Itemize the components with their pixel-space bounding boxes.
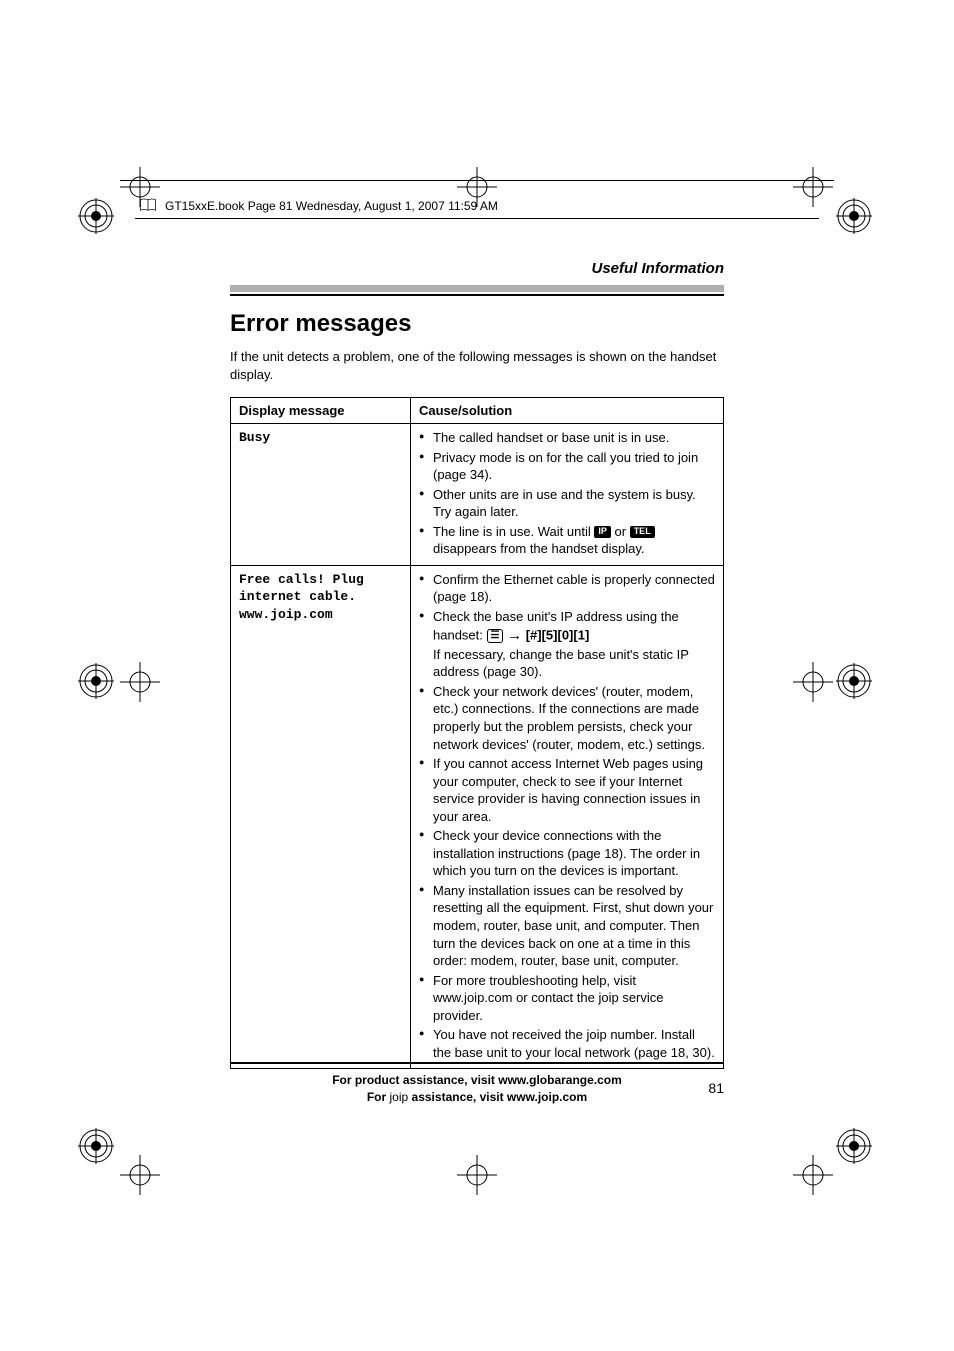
list-item: Privacy mode is on for the call you trie… xyxy=(419,449,715,484)
list-item: Check the base unit's IP address using t… xyxy=(419,608,715,681)
crosshair-icon xyxy=(115,1150,165,1200)
reg-mark-icon xyxy=(78,663,114,699)
joip-logo: joip xyxy=(586,1027,606,1042)
crosshair-icon xyxy=(788,1150,838,1200)
cause-solution-cell: The called handset or base unit is in us… xyxy=(411,424,724,566)
error-table: Display message Cause/solution Busy The c… xyxy=(230,397,724,1069)
menu-icon: ☰ xyxy=(487,629,504,643)
joip-logo: joip xyxy=(598,990,618,1005)
table-header-msg: Display message xyxy=(231,398,411,424)
gray-band xyxy=(230,285,724,292)
reg-mark-icon xyxy=(836,198,872,234)
intro-text: If the unit detects a problem, one of th… xyxy=(230,348,724,383)
table-row: Free calls! Pluginternet cable.www.joip.… xyxy=(231,565,724,1068)
page-header-bar: GT15xxE.book Page 81 Wednesday, August 1… xyxy=(135,195,819,217)
list-item: Other units are in use and the system is… xyxy=(419,486,715,521)
key-sequence: [#][5][0][1] xyxy=(526,627,590,642)
arrow-right-icon: → xyxy=(507,627,522,644)
crosshair-icon xyxy=(452,1150,502,1200)
table-row: Busy The called handset or base unit is i… xyxy=(231,424,724,566)
list-item: Confirm the Ethernet cable is properly c… xyxy=(419,571,715,606)
header-running-text: GT15xxE.book Page 81 Wednesday, August 1… xyxy=(165,199,498,213)
page-number: 81 xyxy=(708,1080,724,1096)
joip-logo: joip xyxy=(390,1090,409,1104)
crosshair-icon xyxy=(788,657,838,707)
display-message-cell: Free calls! Pluginternet cable.www.joip.… xyxy=(231,565,411,1068)
footer-text: For product assistance, visit www.globar… xyxy=(230,1072,724,1106)
footer-line2-pre: For xyxy=(367,1090,390,1104)
page-content: Useful Information Error messages If the… xyxy=(230,260,724,1069)
list-item: Check your network devices' (router, mod… xyxy=(419,683,715,753)
list-item: Many installation issues can be resolved… xyxy=(419,882,715,970)
page-footer: For product assistance, visit www.globar… xyxy=(230,1062,724,1106)
tel-icon: TEL xyxy=(630,526,655,538)
list-item: For more troubleshooting help, visit www… xyxy=(419,972,715,1025)
footer-rule xyxy=(230,1062,724,1064)
section-category: Useful Information xyxy=(230,260,724,277)
list-item: If you cannot access Internet Web pages … xyxy=(419,755,715,825)
reg-mark-icon xyxy=(78,198,114,234)
header-bottom-rule xyxy=(135,218,819,219)
ip-icon: IP xyxy=(594,526,611,538)
reg-mark-icon xyxy=(836,663,872,699)
display-message-cell: Busy xyxy=(231,424,411,566)
reg-mark-icon xyxy=(836,1128,872,1164)
list-item: The line is in use. Wait until IP or TEL… xyxy=(419,523,715,558)
list-item: Check your device connections with the i… xyxy=(419,827,715,880)
footer-line2-post: assistance, visit www.joip.com xyxy=(408,1090,587,1104)
black-rule xyxy=(230,294,724,296)
table-header-cause: Cause/solution xyxy=(411,398,724,424)
cause-solution-cell: Confirm the Ethernet cable is properly c… xyxy=(411,565,724,1068)
list-item: You have not received the joip number. I… xyxy=(419,1026,715,1061)
header-top-rule xyxy=(120,180,834,181)
reg-mark-icon xyxy=(78,1128,114,1164)
list-item: The called handset or base unit is in us… xyxy=(419,429,715,447)
footer-line1: For product assistance, visit www.globar… xyxy=(332,1073,622,1087)
page-title: Error messages xyxy=(230,310,724,338)
crosshair-icon xyxy=(115,657,165,707)
book-icon xyxy=(139,197,157,216)
